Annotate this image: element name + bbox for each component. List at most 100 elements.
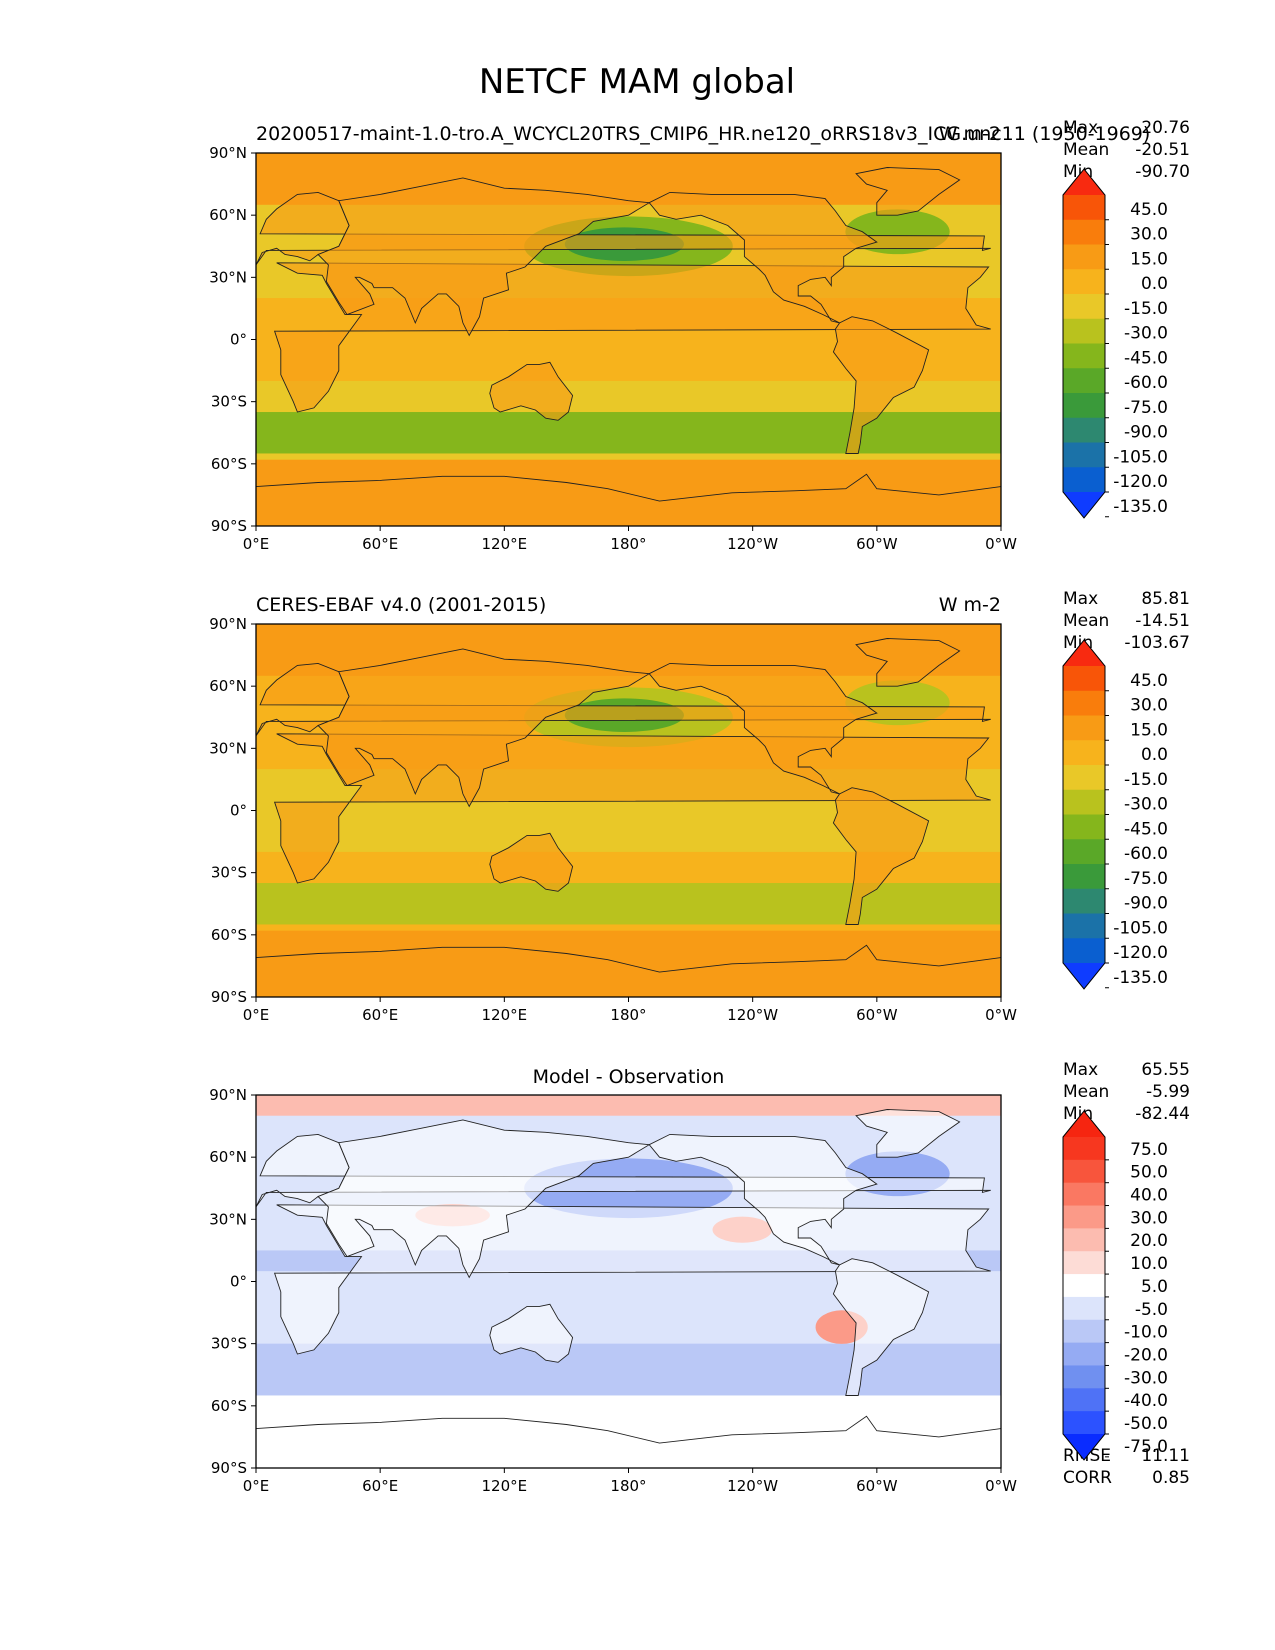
colorbar-extend-top	[1063, 1111, 1105, 1137]
x-tick-label: 60°E	[362, 1477, 398, 1495]
colorbar-segment	[1063, 442, 1105, 468]
colorbar-label: -30.0	[1124, 1368, 1168, 1388]
colorbar-segment	[1063, 938, 1105, 964]
colorbar-segment	[1063, 1159, 1105, 1184]
y-tick-label: 90°N	[209, 1086, 247, 1104]
stat-value: -14.51	[1135, 611, 1190, 631]
colorbar-label: 30.0	[1130, 225, 1168, 245]
stat-value: 11.11	[1141, 1446, 1190, 1466]
colorbar-label: 10.0	[1130, 1254, 1168, 1274]
stat-label: Max	[1063, 118, 1098, 138]
x-tick-label: 0°E	[243, 535, 270, 553]
colorbar-segment	[1063, 1342, 1105, 1366]
x-tick-label: 60°E	[362, 1006, 398, 1024]
colorbar-segment	[1063, 765, 1105, 791]
coastline-greenland	[855, 638, 961, 687]
colorbar-label: 30.0	[1130, 1208, 1168, 1228]
x-tick-label: 120°W	[727, 535, 778, 553]
colorbar-label: -75.0	[1124, 398, 1168, 418]
y-tick-label: 60°N	[209, 206, 247, 224]
panel-title-right: W m-2	[939, 123, 1001, 145]
coastline-australia	[489, 832, 574, 892]
stat-value: 65.55	[1141, 1060, 1190, 1080]
coastline-asia	[317, 177, 651, 337]
coastline-antarctic	[256, 944, 1001, 997]
coastline-asia	[317, 1119, 651, 1279]
field-band	[256, 1343, 1001, 1396]
field-band	[256, 883, 1001, 925]
coastline-samerica	[832, 1258, 930, 1396]
y-tick-label: 30°S	[211, 1335, 247, 1353]
stat-value: -103.67	[1124, 633, 1190, 653]
y-tick-label: 60°N	[209, 677, 247, 695]
x-tick-label: 0°E	[243, 1006, 270, 1024]
x-tick-label: 120°E	[482, 1006, 528, 1024]
y-tick-label: 90°N	[209, 615, 247, 633]
colorbar-segment	[1063, 1411, 1105, 1435]
colorbar-label: 15.0	[1130, 720, 1168, 740]
colorbar-label: -50.0	[1124, 1414, 1168, 1434]
coastline-samerica	[832, 316, 930, 454]
colorbar-segment	[1063, 715, 1105, 741]
y-tick-label: 0°	[230, 331, 247, 349]
colorbar-segment	[1063, 1319, 1105, 1344]
y-tick-label: 30°S	[211, 393, 247, 411]
colorbar-segment	[1063, 244, 1105, 270]
colorbar-segment	[1063, 888, 1105, 914]
coastline-namerica	[648, 1133, 878, 1266]
y-tick-label: 60°N	[209, 1148, 247, 1166]
panel-2: 0°E 60°E 120°E 180° 120°W 60°W 0°W 90°N 60°N 30°N…	[209, 589, 1190, 1024]
colorbar-segment	[1063, 789, 1105, 815]
stat-value: 85.81	[1141, 589, 1190, 609]
stat-value: -5.99	[1146, 1082, 1190, 1102]
colorbar-label: 50.0	[1130, 1163, 1168, 1183]
colorbar-label: -40.0	[1124, 1391, 1168, 1411]
stat-label: Mean	[1063, 1082, 1109, 1102]
colorbar-label: -45.0	[1124, 819, 1168, 839]
x-tick-label: 60°W	[856, 1477, 898, 1495]
colorbar-label: 40.0	[1130, 1186, 1168, 1206]
coastline-namerica	[648, 191, 878, 324]
colorbar-extend-bottom	[1063, 492, 1105, 518]
colorbar-extend-bottom	[1063, 963, 1105, 989]
colorbar-label: -15.0	[1124, 299, 1168, 319]
colorbar-segment	[1063, 1182, 1105, 1207]
colorbar-label: 20.0	[1130, 1231, 1168, 1251]
panel-title-left: 20200517-maint-1.0-tro.A_WCYCL20TRS_CMIP…	[256, 123, 1150, 145]
colorbar-segment	[1063, 1296, 1105, 1321]
stat-label: Max	[1063, 1060, 1098, 1080]
y-tick-label: 90°S	[211, 1459, 247, 1477]
colorbar-segment	[1063, 690, 1105, 716]
panel-title: Model - Observation	[533, 1066, 725, 1088]
x-tick-label: 120°W	[727, 1477, 778, 1495]
colorbar-label: 45.0	[1130, 200, 1168, 220]
colorbar-label: -135.0	[1113, 497, 1168, 517]
y-tick-label: 30°S	[211, 864, 247, 882]
colorbar-segment	[1063, 318, 1105, 344]
coastline-samerica	[832, 787, 930, 925]
colorbar-segment	[1063, 1228, 1105, 1252]
colorbar-label: -120.0	[1113, 472, 1168, 492]
y-tick-label: 30°N	[209, 739, 247, 757]
colorbar-segment	[1063, 393, 1105, 419]
stat-label: CORR	[1063, 1468, 1112, 1488]
y-tick-label: 90°S	[211, 517, 247, 535]
coastline-antarctic	[256, 473, 1001, 526]
colorbar-label: -20.0	[1124, 1345, 1168, 1365]
stat-value: -82.44	[1135, 1104, 1190, 1124]
x-tick-label: 0°W	[985, 1006, 1017, 1024]
colorbar-label: -75.0	[1124, 1437, 1168, 1457]
map-field	[256, 153, 1001, 526]
colorbar-segment	[1063, 814, 1105, 840]
figure-title: NETCF MAM global	[479, 62, 795, 102]
y-tick-label: 90°N	[209, 144, 247, 162]
panel-1: 0°E 60°E 120°E 180° 120°W 60°W 0°W 90°N 60°N 30°N…	[209, 118, 1190, 553]
colorbar-extend-top	[1063, 640, 1105, 666]
field-band	[256, 1095, 1001, 1116]
coastline-greenland	[855, 1109, 961, 1158]
x-tick-label: 180°	[610, 1006, 646, 1024]
colorbar-segment	[1063, 839, 1105, 865]
colorbar-segment	[1063, 368, 1105, 394]
colorbar-label: -5.0	[1135, 1300, 1168, 1320]
